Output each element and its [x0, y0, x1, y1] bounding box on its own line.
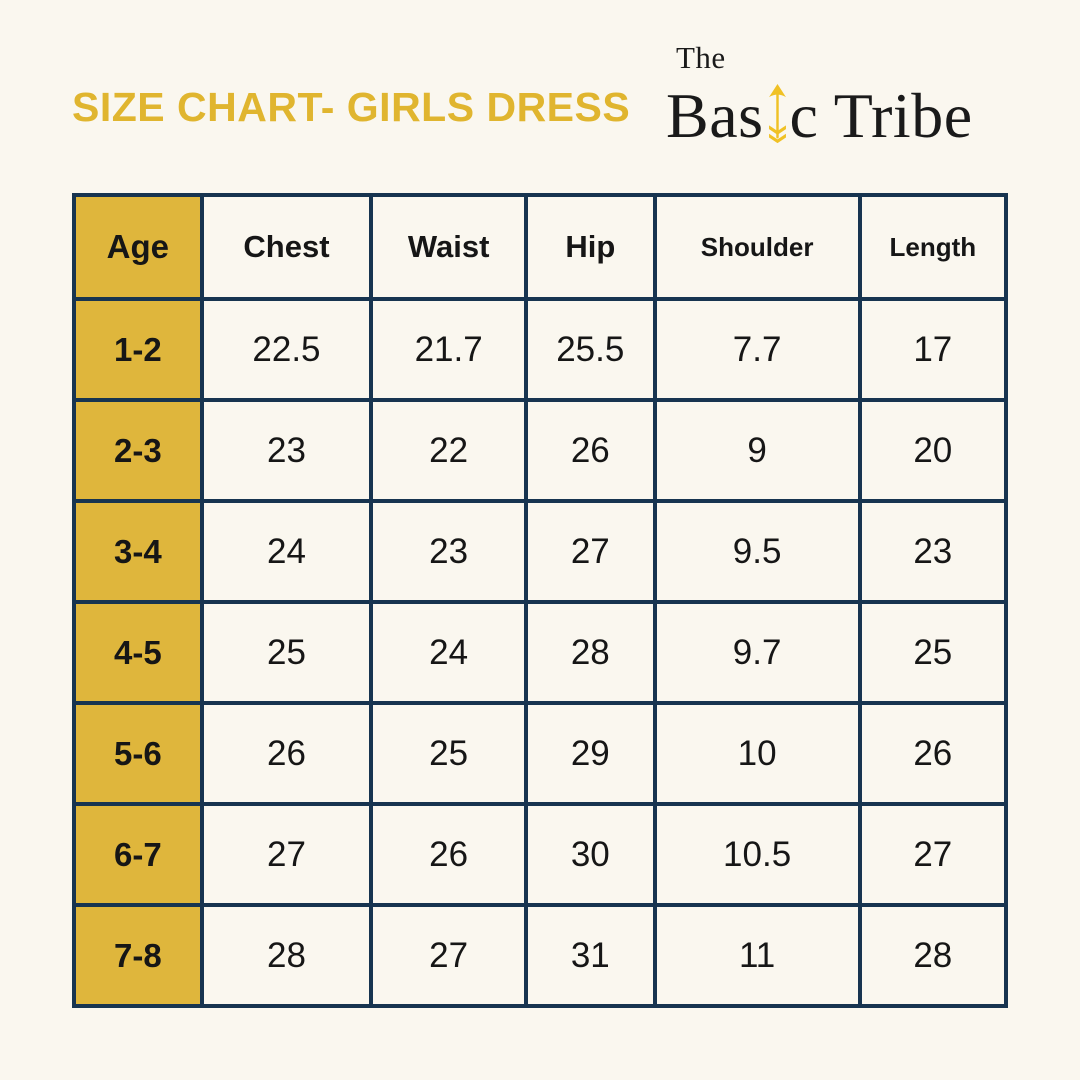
table-cell: 22: [369, 398, 528, 503]
table-cell: 24: [369, 600, 528, 705]
age-cell: 7-8: [72, 903, 204, 1008]
table-row: 1-2 22.5 21.7 25.5 7.7 17: [72, 297, 1009, 402]
table-row: 2-3 23 22 26 9 20: [72, 398, 1009, 503]
page-title: SIZE CHART- GIRLS DRESS: [72, 84, 631, 130]
table-cell: 9: [652, 398, 862, 503]
table-row: 3-4 24 23 27 9.5 23: [72, 499, 1009, 604]
table-cell: 28: [857, 903, 1009, 1008]
table-row: 4-5 25 24 28 9.7 25: [72, 600, 1009, 705]
table-cell: 20: [857, 398, 1009, 503]
table-cell: 28: [199, 903, 374, 1008]
table-cell: 31: [523, 903, 657, 1008]
table-cell: 25: [857, 600, 1009, 705]
table-cell: 23: [199, 398, 374, 503]
age-cell: 2-3: [72, 398, 204, 503]
table-cell: 21.7: [369, 297, 528, 402]
table-cell: 10: [652, 701, 862, 806]
table-cell: 27: [523, 499, 657, 604]
table-cell: 25.5: [523, 297, 657, 402]
age-cell: 3-4: [72, 499, 204, 604]
age-cell: 1-2: [72, 297, 204, 402]
table-cell: 27: [857, 802, 1009, 907]
logo-text-tribe: Tribe: [818, 80, 973, 151]
table-cell: 9.7: [652, 600, 862, 705]
table-row: 6-7 27 26 30 10.5 27: [72, 802, 1009, 907]
header-cell-chest: Chest: [199, 193, 374, 301]
table-cell: 25: [369, 701, 528, 806]
table-cell: 9.5: [652, 499, 862, 604]
age-cell: 6-7: [72, 802, 204, 907]
age-cell: 4-5: [72, 600, 204, 705]
table-cell: 7.7: [652, 297, 862, 402]
age-cell: 5-6: [72, 701, 204, 806]
table-cell: 23: [369, 499, 528, 604]
table-cell: 28: [523, 600, 657, 705]
table-cell: 23: [857, 499, 1009, 604]
table-cell: 26: [369, 802, 528, 907]
table-cell: 25: [199, 600, 374, 705]
table-cell: 17: [857, 297, 1009, 402]
header-cell-age: Age: [72, 193, 204, 301]
header-cell-shoulder: Shoulder: [652, 193, 862, 301]
table-cell: 27: [369, 903, 528, 1008]
header-row: Age Chest Waist Hip Shoulder Length: [72, 193, 1009, 301]
table-cell: 26: [857, 701, 1009, 806]
table-cell: 26: [523, 398, 657, 503]
table-cell: 27: [199, 802, 374, 907]
table-cell: 26: [199, 701, 374, 806]
table-cell: 11: [652, 903, 862, 1008]
brand-logo: The Bas c Tribe: [666, 42, 973, 148]
table-cell: 24: [199, 499, 374, 604]
size-table: Age Chest Waist Hip Shoulder Length 1-2 …: [72, 193, 1009, 1008]
table-cell: 22.5: [199, 297, 374, 402]
table-cell: 30: [523, 802, 657, 907]
logo-text-c: c: [789, 80, 819, 151]
table-cell: 29: [523, 701, 657, 806]
header-cell-length: Length: [857, 193, 1009, 301]
table-row: 5-6 26 25 29 10 26: [72, 701, 1009, 806]
header-cell-waist: Waist: [369, 193, 528, 301]
table-row: 7-8 28 27 31 11 28: [72, 903, 1009, 1008]
logo-word-basic-tribe: Bas c Tribe: [666, 75, 973, 148]
logo-text-bas: Bas: [666, 80, 764, 151]
up-arrow-icon: [767, 84, 788, 157]
table-cell: 10.5: [652, 802, 862, 907]
logo-word-the: The: [676, 40, 726, 75]
logo-text-c-tribe: c Tribe: [790, 80, 973, 151]
header-cell-hip: Hip: [523, 193, 657, 301]
